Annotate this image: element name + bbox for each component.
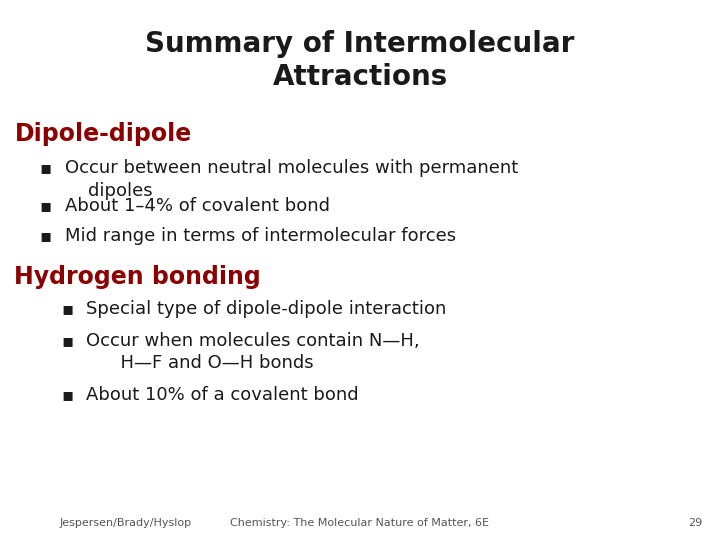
Text: ▪: ▪ [61, 386, 73, 404]
Text: Mid range in terms of intermolecular forces: Mid range in terms of intermolecular for… [65, 227, 456, 245]
Text: ▪: ▪ [40, 197, 52, 215]
Text: Special type of dipole-dipole interaction: Special type of dipole-dipole interactio… [86, 300, 447, 318]
Text: ▪: ▪ [61, 332, 73, 350]
Text: Dipole-dipole: Dipole-dipole [14, 122, 192, 145]
Text: Occur when molecules contain N—H,
      H—F and O—H bonds: Occur when molecules contain N—H, H—F an… [86, 332, 420, 372]
Text: Jespersen/Brady/Hyslop: Jespersen/Brady/Hyslop [60, 518, 192, 528]
Text: Chemistry: The Molecular Nature of Matter, 6E: Chemistry: The Molecular Nature of Matte… [230, 518, 490, 528]
Text: About 10% of a covalent bond: About 10% of a covalent bond [86, 386, 359, 404]
Text: Summary of Intermolecular
Attractions: Summary of Intermolecular Attractions [145, 30, 575, 91]
Text: Hydrogen bonding: Hydrogen bonding [14, 265, 261, 288]
Text: About 1–4% of covalent bond: About 1–4% of covalent bond [65, 197, 330, 215]
Text: ▪: ▪ [40, 159, 52, 177]
Text: 29: 29 [688, 518, 702, 528]
Text: Occur between neutral molecules with permanent
    dipoles: Occur between neutral molecules with per… [65, 159, 518, 199]
Text: ▪: ▪ [61, 300, 73, 318]
Text: ▪: ▪ [40, 227, 52, 245]
